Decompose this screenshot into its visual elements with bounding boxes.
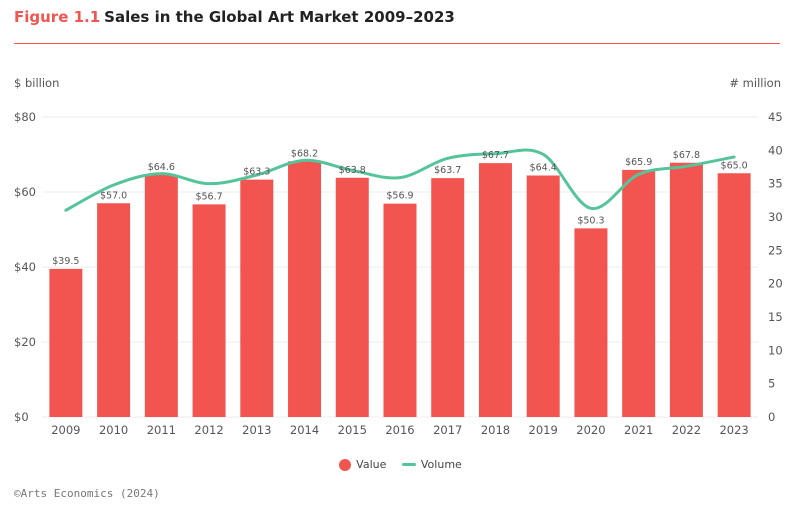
x-tick-label: 2011 xyxy=(147,423,176,437)
value-data-label: $67.8 xyxy=(673,150,700,161)
value-data-label: $63.3 xyxy=(243,167,270,178)
left-tick-label: $40 xyxy=(14,260,36,274)
right-tick-label: 30 xyxy=(768,210,783,224)
right-tick-label: 5 xyxy=(768,377,775,391)
value-bar xyxy=(574,228,608,417)
value-bar xyxy=(669,162,703,417)
legend-item-volume[interactable]: Volume xyxy=(401,457,462,471)
x-tick-label: 2016 xyxy=(385,423,414,437)
volume-line-layer xyxy=(64,148,736,212)
value-data-label: $65.0 xyxy=(721,160,748,171)
value-data-label: $56.7 xyxy=(195,191,222,202)
volume-line xyxy=(64,148,736,212)
left-tick-label: $0 xyxy=(14,410,29,424)
right-tick-label: 0 xyxy=(768,410,775,424)
x-tick-label: 2020 xyxy=(576,423,605,437)
value-data-label: $65.9 xyxy=(625,157,652,168)
value-data-label: $56.9 xyxy=(386,191,413,202)
value-data-label: $57.0 xyxy=(100,190,127,201)
left-tick-label: $80 xyxy=(14,110,36,124)
title-divider xyxy=(14,43,780,44)
x-tick-label: 2014 xyxy=(290,423,319,437)
right-tick-label: 20 xyxy=(768,277,783,291)
value-bar xyxy=(431,178,465,417)
left-tick-label: $20 xyxy=(14,335,36,349)
right-tick-label: 45 xyxy=(768,110,783,124)
x-tick-label: 2023 xyxy=(719,423,748,437)
right-tick-label: 10 xyxy=(768,343,783,357)
x-tick-label: 2022 xyxy=(672,423,701,437)
value-bar xyxy=(717,173,751,417)
right-tick-label: 40 xyxy=(768,143,783,157)
legend-swatch-volume xyxy=(401,463,416,466)
chart-title: Figure 1.1 Sales in the Global Art Market… xyxy=(14,8,455,26)
figure-number: Figure 1.1 xyxy=(14,8,101,26)
value-bar xyxy=(144,174,178,417)
value-bars xyxy=(49,161,751,417)
value-data-label: $39.5 xyxy=(52,256,79,267)
x-tick-label: 2015 xyxy=(338,423,367,437)
value-data-label: $63.7 xyxy=(434,165,461,176)
x-tick-label: 2019 xyxy=(529,423,558,437)
value-bar xyxy=(478,163,512,417)
value-bar xyxy=(97,203,131,417)
value-data-label: $50.3 xyxy=(577,215,604,226)
value-data-label: $64.6 xyxy=(148,162,175,173)
right-tick-label: 15 xyxy=(768,310,783,324)
x-tick-label: 2018 xyxy=(481,423,510,437)
value-bar xyxy=(240,179,274,417)
x-tick-label: 2009 xyxy=(51,423,80,437)
legend-swatch-value xyxy=(339,458,352,471)
value-data-label: $63.8 xyxy=(339,165,366,176)
value-bar xyxy=(192,204,226,417)
x-tick-label: 2010 xyxy=(99,423,128,437)
legend: Value Volume xyxy=(0,457,801,471)
value-bar xyxy=(383,203,417,417)
legend-item-value[interactable]: Value xyxy=(339,458,386,471)
x-tick-label: 2017 xyxy=(433,423,462,437)
value-data-label: $64.4 xyxy=(530,163,557,174)
figure-title: Sales in the Global Art Market 2009–2023 xyxy=(104,8,455,26)
value-bar xyxy=(526,175,560,417)
legend-label-volume: Volume xyxy=(420,457,462,471)
value-data-label: $68.2 xyxy=(291,148,318,159)
value-bar xyxy=(49,268,83,417)
left-tick-label: $60 xyxy=(14,185,36,199)
x-tick-label: 2013 xyxy=(242,423,271,437)
value-bar xyxy=(622,169,656,417)
value-bar xyxy=(288,161,322,417)
legend-label-value: Value xyxy=(356,457,387,471)
value-data-label: $67.7 xyxy=(482,150,509,161)
right-axis-unit: # million xyxy=(729,76,781,90)
right-tick-label: 25 xyxy=(768,243,783,257)
left-axis-unit: $ billion xyxy=(14,76,60,90)
right-tick-label: 35 xyxy=(768,177,783,191)
data-labels: $39.5 $57.0 $64.6 $56.7 $63.3 $68.2 $63.8 $56.9… xyxy=(52,148,747,267)
value-bar xyxy=(335,177,369,417)
axes: $0 $20 $40 $60 $80 0 5 10 15 20 25 30 35 40 45 2009 2010… xyxy=(14,110,783,437)
x-tick-label: 2021 xyxy=(624,423,653,437)
x-tick-label: 2012 xyxy=(194,423,223,437)
source-note: ©Arts Economics (2024) xyxy=(14,487,160,500)
